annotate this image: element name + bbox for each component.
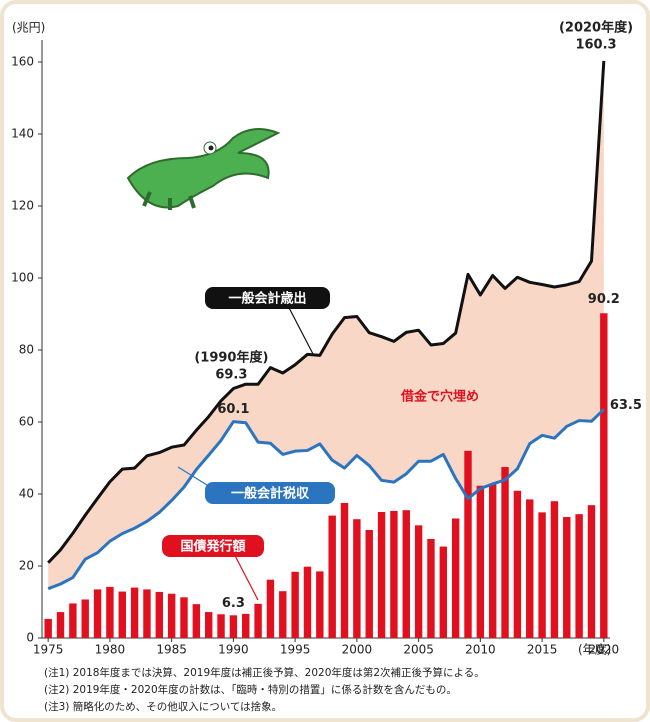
bar	[340, 503, 349, 638]
bar	[526, 499, 534, 638]
annotation: 借金で穴埋め	[400, 389, 479, 405]
bar	[143, 589, 151, 638]
bar	[550, 501, 559, 638]
bar	[563, 517, 571, 638]
x-tick-label: 2000	[342, 643, 373, 657]
bar	[130, 587, 139, 638]
x-tick-label: 2010	[465, 643, 496, 657]
x-tick-label: 1980	[95, 643, 126, 657]
bar	[414, 525, 423, 638]
y-tick-label: 80	[19, 343, 34, 357]
bar	[44, 618, 52, 638]
x-tick-label: 1995	[280, 643, 311, 657]
crocodile	[126, 128, 281, 210]
bar	[328, 515, 336, 638]
bar	[427, 539, 435, 638]
bar	[303, 566, 312, 638]
note: (注2) 2019年度・2020年度の計数は、「臨時・特別の措置」に係る計数を含…	[44, 683, 457, 696]
value-label: 160.3	[575, 38, 616, 53]
line	[47, 60, 606, 564]
bar	[600, 313, 608, 638]
bar	[316, 571, 324, 638]
y-tick-label: 20	[19, 559, 34, 573]
bar	[242, 613, 250, 638]
bar	[254, 603, 262, 638]
note: (注1) 2018年度までは決算、2019年度は補正後予算、2020年度は第2次…	[44, 666, 485, 679]
y-tick-label: 120	[11, 199, 34, 213]
bar	[501, 467, 509, 638]
bar	[56, 612, 65, 638]
bar	[488, 483, 497, 638]
x-tick-label: 1990	[218, 643, 249, 657]
x-tick-label: 1985	[156, 643, 187, 657]
bar	[167, 593, 176, 638]
y-tick-label: 0	[26, 631, 34, 645]
x-tick-label: 1975	[33, 643, 64, 657]
legend-label: 一般会計歳出	[228, 291, 306, 307]
bar	[266, 579, 275, 638]
y-tick-label: 100	[11, 271, 34, 285]
legend-box	[162, 535, 264, 557]
value-label: 69.3	[215, 368, 247, 383]
x-tick-label: 2005	[403, 643, 434, 657]
bar	[69, 603, 77, 638]
bar	[279, 591, 287, 638]
bar	[365, 530, 373, 638]
bar	[180, 597, 188, 638]
bar	[106, 586, 114, 638]
value-label: 63.5	[610, 398, 642, 413]
bar	[204, 612, 213, 638]
bar	[587, 505, 596, 638]
annotation: (2020年度)	[559, 20, 633, 36]
bar	[451, 518, 460, 638]
value-label: 6.3	[222, 596, 245, 611]
bar	[192, 604, 201, 638]
note: (注3) 簡略化のため、その他収入については捨象。	[44, 700, 282, 713]
bar	[118, 591, 126, 638]
value-label: 60.1	[217, 402, 249, 417]
x-tick-label: 2015	[527, 643, 558, 657]
legend-label: 一般会計税収	[231, 486, 310, 502]
y-tick-label: 40	[19, 487, 34, 501]
bar	[575, 514, 583, 638]
y-tick-label: 60	[19, 415, 34, 429]
bar	[476, 485, 485, 638]
bar	[513, 490, 522, 638]
bar	[353, 519, 361, 638]
legend-box	[205, 287, 330, 309]
y-axis-label: (兆円)	[12, 21, 45, 35]
bar	[538, 512, 546, 638]
bar	[155, 591, 164, 638]
x-tick-label: 2020	[589, 643, 620, 657]
line	[47, 408, 605, 591]
legend-box	[205, 482, 335, 504]
annotation: (1990年度)	[194, 350, 268, 366]
bar	[291, 571, 299, 638]
y-tick-label: 160	[11, 55, 34, 69]
bar	[93, 589, 102, 638]
y-tick-label: 140	[11, 127, 34, 141]
bar	[377, 512, 386, 638]
x-axis-label: (年度)	[578, 642, 611, 657]
bar	[81, 599, 89, 638]
bar	[217, 614, 225, 638]
bar	[402, 510, 410, 638]
bar	[229, 615, 238, 638]
value-label: 90.2	[588, 292, 620, 307]
bar	[390, 510, 398, 638]
bar	[439, 546, 448, 638]
bar	[464, 450, 472, 638]
legend-label: 国債発行額	[180, 539, 245, 555]
